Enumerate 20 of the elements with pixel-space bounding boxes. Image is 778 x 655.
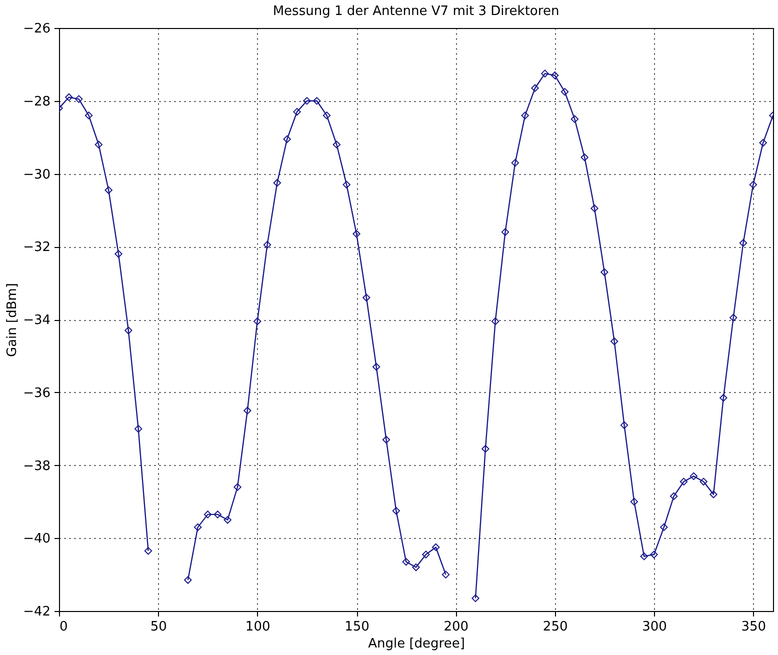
y-tick-label: −36 bbox=[23, 386, 50, 401]
x-tick-label: 50 bbox=[150, 620, 167, 634]
y-tick-label: −26 bbox=[23, 22, 50, 36]
x-tick-label: 350 bbox=[741, 620, 766, 634]
y-axis-title: Gain [dBm] bbox=[5, 282, 20, 358]
y-tick-label: −30 bbox=[23, 167, 50, 182]
x-tick-label: 300 bbox=[642, 620, 667, 634]
x-tick-label: 100 bbox=[245, 620, 270, 634]
x-tick-label: 200 bbox=[444, 620, 469, 634]
y-tick-label: −34 bbox=[23, 313, 50, 328]
y-tick-label: −28 bbox=[23, 94, 50, 110]
x-tick-label: 250 bbox=[542, 620, 568, 634]
y-tick-label: −40 bbox=[23, 532, 50, 547]
x-tick-label: 150 bbox=[344, 620, 370, 634]
x-tick-label: 0 bbox=[60, 620, 68, 634]
y-tick-label: −38 bbox=[23, 458, 50, 474]
chart-title: Messung 1 der Antenne V7 mit 3 Direktoren bbox=[272, 4, 560, 19]
y-tick-label: −42 bbox=[23, 604, 50, 620]
x-axis-title: Angle [degree] bbox=[368, 636, 465, 652]
y-tick-label: −32 bbox=[23, 240, 50, 256]
